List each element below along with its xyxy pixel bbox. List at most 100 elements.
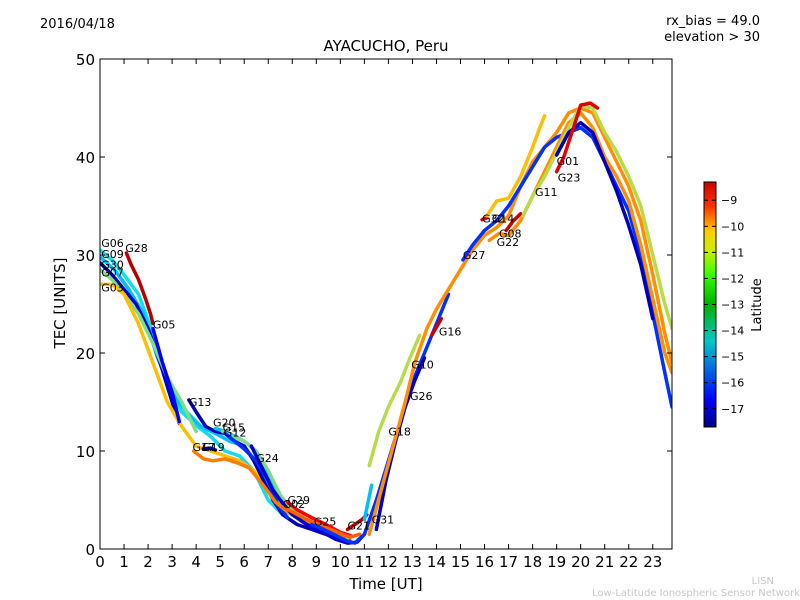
x-tick-label: 8 (287, 553, 297, 571)
y-tick-label: 30 (76, 247, 95, 265)
satellite-label-g26: G26 (410, 390, 433, 403)
x-tick-label: 4 (191, 553, 201, 571)
elevation-label: elevation > 30 (664, 30, 760, 45)
satellite-label-g30: G30 (101, 259, 124, 272)
satellite-label-g11: G11 (535, 186, 558, 199)
x-tick-label: 12 (379, 553, 398, 571)
satellite-label-g16: G16 (439, 325, 462, 338)
network-abbreviation: LISN (751, 576, 774, 587)
satellite-label-g20: G20 (213, 417, 236, 430)
y-tick-label: 50 (76, 51, 95, 69)
plot-area-frame (99, 58, 673, 550)
x-tick-label: 3 (167, 553, 177, 571)
colorbar-tick-label: −11 (721, 246, 744, 259)
satellite-track-g30 (100, 261, 182, 426)
x-tick-label: 15 (451, 553, 470, 571)
x-axis-label: Time [UT] (349, 575, 423, 593)
satellite-label-g06: G06 (101, 237, 124, 250)
satellite-label-g12: G12 (224, 426, 247, 439)
satellite-label-g14: G14 (492, 213, 515, 226)
satellite-label-g07: G07 (101, 267, 124, 280)
satellite-track-g19 (201, 446, 218, 452)
satellite-label-g18: G18 (388, 425, 411, 438)
rx-bias-info: rx_bias = 49.0 elevation > 30 (664, 14, 760, 46)
satellite-track-g01 (554, 120, 655, 321)
x-tick-label: 19 (547, 553, 566, 571)
colorbar-tick-label: −15 (721, 351, 744, 364)
x-tick-label: 20 (571, 553, 590, 571)
x-tick-label: 0 (95, 553, 105, 571)
x-tick-label: 2 (143, 553, 153, 571)
satellite-track-g18 (367, 333, 422, 468)
x-tick-label: 21 (595, 553, 614, 571)
x-tick-label: 18 (523, 553, 542, 571)
x-tick-label: 5 (215, 553, 225, 571)
satellite-label-g31: G31 (372, 514, 395, 527)
satellite-label-g22: G22 (497, 236, 520, 249)
colorbar: −9 −10 −11 −12 −13 −14 −15 −16 −17 Latitude (703, 181, 765, 428)
y-tick-label: 10 (76, 443, 95, 461)
y-tick-label: 0 (85, 541, 95, 559)
satellite-label-g05: G05 (153, 319, 176, 332)
y-tick-label: 20 (76, 345, 95, 363)
satellite-track-g03 (100, 282, 352, 541)
chart-title: AYACUCHO, Peru (323, 37, 449, 55)
satellite-label-g01: G01 (557, 155, 580, 168)
satellite-label-g10: G10 (411, 359, 434, 372)
colorbar-label: Latitude (750, 278, 765, 332)
satellite-track-g16 (429, 316, 444, 338)
x-tick-label: 14 (427, 553, 446, 571)
satellite-label-g09: G09 (101, 248, 124, 261)
date-label: 2016/04/18 (40, 17, 115, 32)
satellite-label-g24: G24 (256, 452, 279, 465)
colorbar-tick-label: −14 (721, 325, 744, 338)
x-tick-label: 22 (619, 553, 638, 571)
colorbar-tick-label: −13 (721, 299, 744, 312)
colorbar-tick-label: −9 (721, 194, 737, 207)
satellite-label-g25: G25 (314, 516, 337, 529)
satellite-track-g23 (554, 101, 600, 174)
satellite-label-g08: G08 (499, 227, 522, 240)
satellite-track-g25 (309, 292, 451, 545)
x-tick-label: 9 (312, 553, 322, 571)
x-tick-label: 10 (331, 553, 350, 571)
satellite-track-g32 (480, 216, 489, 222)
satellite-track-g07 (100, 267, 198, 434)
x-tick-label: 17 (499, 553, 518, 571)
rx-bias-label: rx_bias = 49.0 (666, 14, 760, 29)
satellite-label-g23: G23 (558, 172, 581, 185)
satellite-track-g31 (362, 483, 374, 522)
satellite-label-g19: G19 (202, 441, 225, 454)
satellite-label-g28: G28 (125, 242, 148, 255)
satellite-track-g28 (124, 251, 155, 326)
satellite-label-g02: G02 (283, 498, 306, 511)
satellite-label-g29: G29 (288, 494, 311, 507)
satellite-label-g03: G03 (101, 281, 124, 294)
x-tick-label: 23 (643, 553, 662, 571)
colorbar-tick-label: −10 (721, 220, 744, 233)
colorbar-tick-label: −16 (721, 377, 744, 390)
x-tick-label: 1 (119, 553, 129, 571)
satellite-label-g21: G21 (348, 519, 371, 532)
satellite-track-g11 (521, 104, 672, 331)
satellite-track-g22 (487, 111, 672, 375)
x-tick-label: 11 (355, 553, 374, 571)
satellite-label-g13: G13 (189, 396, 212, 409)
y-tick-label: 40 (76, 149, 95, 167)
satellite-label-g17: G17 (193, 441, 216, 454)
network-name: Low-Latitude Ionospheric Sensor Network (592, 588, 800, 599)
satellite-label-g32: G32 (482, 213, 505, 226)
satellite-track-g02 (280, 505, 362, 539)
colorbar-tick-label: −17 (721, 403, 744, 416)
satellite-label-g27: G27 (463, 249, 486, 262)
x-tick-label: 6 (239, 553, 249, 571)
satellite-track-g05 (151, 326, 182, 424)
x-tick-label: 16 (475, 553, 494, 571)
satellite-track-g08 (504, 212, 523, 233)
colorbar-tick-label: −12 (721, 272, 744, 285)
satellite-label-g15: G15 (223, 421, 246, 434)
x-tick-label: 7 (263, 553, 273, 571)
x-tick-label: 13 (403, 553, 422, 571)
satellite-track-g14 (485, 114, 547, 218)
